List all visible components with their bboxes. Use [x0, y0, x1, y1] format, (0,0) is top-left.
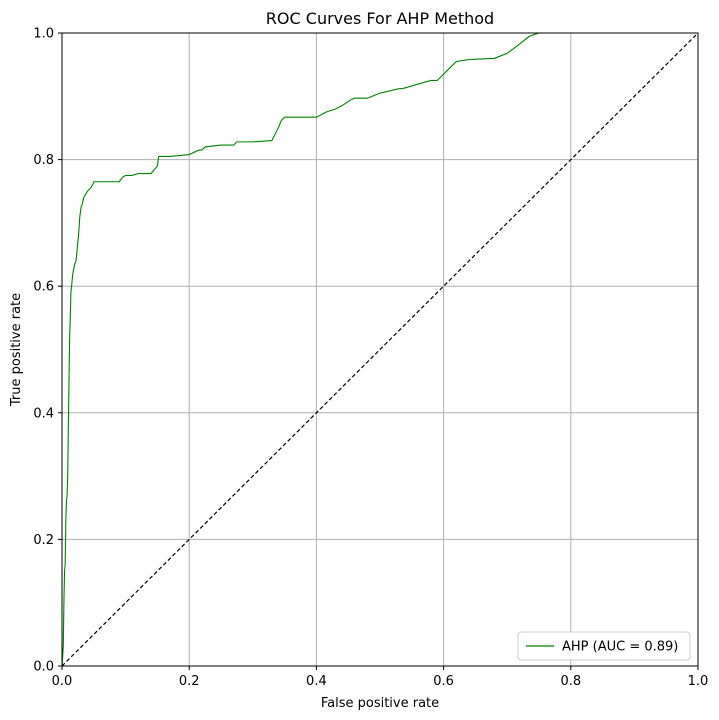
legend-box: [517, 631, 691, 661]
series-layer: [61, 32, 699, 667]
y-tick-label: 0.0: [33, 660, 54, 675]
y-tick-label: 0.8: [33, 153, 54, 168]
x-tick-label: 1.0: [688, 674, 709, 689]
legend-label-ahp: AHP (AUC = 0.89): [562, 640, 678, 655]
y-tick-label: 0.2: [33, 533, 54, 548]
y-tick-label: 1.0: [33, 27, 54, 42]
diagonal-reference-line: [61, 32, 699, 667]
legend: AHP (AUC = 0.89): [517, 631, 691, 661]
y-axis-label: True positive rate: [9, 293, 24, 407]
x-tick-label: 0.0: [52, 674, 73, 689]
y-tick-label: 0.4: [33, 406, 54, 421]
roc-curve-ahp: [61, 32, 698, 667]
x-tick-label: 0.2: [179, 674, 200, 689]
x-tick-label: 0.4: [306, 674, 327, 689]
plot-frame: [61, 32, 699, 667]
x-tick-label: 0.6: [433, 674, 454, 689]
x-axis-label: False positive rate: [321, 696, 439, 711]
x-tick-label: 0.8: [560, 674, 581, 689]
chart-title: ROC Curves For AHP Method: [266, 9, 494, 28]
axis-ticks: 0.0 0.2 0.4 0.6 0.8 1.0 0.0 0.2 0.4 0.6 0.8 1.0: [33, 27, 708, 690]
y-tick-label: 0.6: [33, 280, 54, 295]
